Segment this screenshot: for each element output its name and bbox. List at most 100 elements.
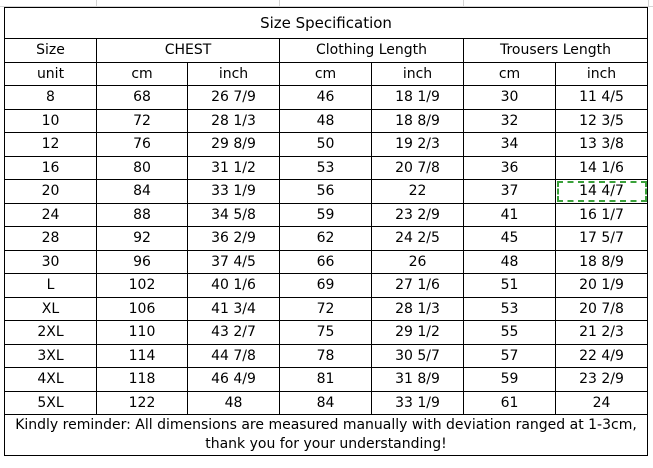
- value-cell[interactable]: 11 4/5: [555, 85, 648, 110]
- size-cell[interactable]: L: [4, 273, 97, 298]
- value-cell[interactable]: 14 1/6: [555, 155, 648, 180]
- value-cell[interactable]: 41: [463, 202, 556, 227]
- value-cell[interactable]: 12 3/5: [555, 108, 648, 133]
- value-cell[interactable]: 14 4/7: [555, 179, 648, 204]
- unit-cell[interactable]: cm: [96, 61, 188, 86]
- value-cell[interactable]: 23 2/9: [371, 202, 464, 227]
- value-cell[interactable]: 18 8/9: [371, 108, 464, 133]
- header-trousers-length[interactable]: Trousers Length: [463, 38, 648, 63]
- value-cell[interactable]: 22: [371, 179, 464, 204]
- value-cell[interactable]: 31 1/2: [187, 155, 280, 180]
- value-cell[interactable]: 48: [463, 249, 556, 274]
- unit-cell[interactable]: inch: [187, 61, 280, 86]
- value-cell[interactable]: 28 1/3: [371, 296, 464, 321]
- value-cell[interactable]: 20 1/9: [555, 273, 648, 298]
- value-cell[interactable]: 72: [96, 108, 188, 133]
- size-cell[interactable]: 30: [4, 249, 97, 274]
- value-cell[interactable]: 27 1/6: [371, 273, 464, 298]
- value-cell[interactable]: 30: [463, 85, 556, 110]
- value-cell[interactable]: 43 2/7: [187, 320, 280, 345]
- value-cell[interactable]: 53: [279, 155, 372, 180]
- size-cell[interactable]: 28: [4, 226, 97, 251]
- header-chest[interactable]: CHEST: [96, 38, 280, 63]
- value-cell[interactable]: 55: [463, 320, 556, 345]
- value-cell[interactable]: 80: [96, 155, 188, 180]
- value-cell[interactable]: 106: [96, 296, 188, 321]
- value-cell[interactable]: 28 1/3: [187, 108, 280, 133]
- header-size[interactable]: Size: [4, 38, 97, 63]
- value-cell[interactable]: 62: [279, 226, 372, 251]
- value-cell[interactable]: 46: [279, 85, 372, 110]
- value-cell[interactable]: 50: [279, 132, 372, 157]
- value-cell[interactable]: 41 3/4: [187, 296, 280, 321]
- value-cell[interactable]: 46 4/9: [187, 367, 280, 392]
- size-cell[interactable]: 5XL: [4, 390, 97, 415]
- value-cell[interactable]: 26: [371, 249, 464, 274]
- value-cell[interactable]: 36 2/9: [187, 226, 280, 251]
- value-cell[interactable]: 76: [96, 132, 188, 157]
- value-cell[interactable]: 78: [279, 343, 372, 368]
- size-cell[interactable]: 2XL: [4, 320, 97, 345]
- value-cell[interactable]: 48: [187, 390, 280, 415]
- size-cell[interactable]: 10: [4, 108, 97, 133]
- value-cell[interactable]: 102: [96, 273, 188, 298]
- value-cell[interactable]: 110: [96, 320, 188, 345]
- value-cell[interactable]: 16 1/7: [555, 202, 648, 227]
- value-cell[interactable]: 56: [279, 179, 372, 204]
- value-cell[interactable]: 59: [463, 367, 556, 392]
- value-cell[interactable]: 22 4/9: [555, 343, 648, 368]
- value-cell[interactable]: 37 4/5: [187, 249, 280, 274]
- value-cell[interactable]: 68: [96, 85, 188, 110]
- table-title[interactable]: Size Specification: [4, 7, 648, 39]
- value-cell[interactable]: 17 5/7: [555, 226, 648, 251]
- size-cell[interactable]: 12: [4, 132, 97, 157]
- value-cell[interactable]: 114: [96, 343, 188, 368]
- value-cell[interactable]: 34: [463, 132, 556, 157]
- value-cell[interactable]: 34 5/8: [187, 202, 280, 227]
- value-cell[interactable]: 18 8/9: [555, 249, 648, 274]
- value-cell[interactable]: 33 1/9: [187, 179, 280, 204]
- value-cell[interactable]: 21 2/3: [555, 320, 648, 345]
- value-cell[interactable]: 44 7/8: [187, 343, 280, 368]
- value-cell[interactable]: 51: [463, 273, 556, 298]
- unit-cell[interactable]: inch: [371, 61, 464, 86]
- size-cell[interactable]: 16: [4, 155, 97, 180]
- value-cell[interactable]: 29 8/9: [187, 132, 280, 157]
- value-cell[interactable]: 84: [279, 390, 372, 415]
- value-cell[interactable]: 88: [96, 202, 188, 227]
- value-cell[interactable]: 96: [96, 249, 188, 274]
- value-cell[interactable]: 20 7/8: [371, 155, 464, 180]
- value-cell[interactable]: 30 5/7: [371, 343, 464, 368]
- value-cell[interactable]: 66: [279, 249, 372, 274]
- value-cell[interactable]: 13 3/8: [555, 132, 648, 157]
- value-cell[interactable]: 81: [279, 367, 372, 392]
- value-cell[interactable]: 33 1/9: [371, 390, 464, 415]
- value-cell[interactable]: 32: [463, 108, 556, 133]
- value-cell[interactable]: 118: [96, 367, 188, 392]
- value-cell[interactable]: 45: [463, 226, 556, 251]
- size-cell[interactable]: 20: [4, 179, 97, 204]
- value-cell[interactable]: 69: [279, 273, 372, 298]
- size-cell[interactable]: 8: [4, 85, 97, 110]
- unit-cell[interactable]: inch: [555, 61, 648, 86]
- value-cell[interactable]: 57: [463, 343, 556, 368]
- unit-cell[interactable]: unit: [4, 61, 97, 86]
- header-clothing-length[interactable]: Clothing Length: [279, 38, 464, 63]
- size-cell[interactable]: 4XL: [4, 367, 97, 392]
- value-cell[interactable]: 18 1/9: [371, 85, 464, 110]
- value-cell[interactable]: 40 1/6: [187, 273, 280, 298]
- unit-cell[interactable]: cm: [279, 61, 372, 86]
- value-cell[interactable]: 23 2/9: [555, 367, 648, 392]
- value-cell[interactable]: 36: [463, 155, 556, 180]
- size-cell[interactable]: 3XL: [4, 343, 97, 368]
- value-cell[interactable]: 122: [96, 390, 188, 415]
- value-cell[interactable]: 29 1/2: [371, 320, 464, 345]
- value-cell[interactable]: 72: [279, 296, 372, 321]
- unit-cell[interactable]: cm: [463, 61, 556, 86]
- value-cell[interactable]: 75: [279, 320, 372, 345]
- size-cell[interactable]: XL: [4, 296, 97, 321]
- value-cell[interactable]: 26 7/9: [187, 85, 280, 110]
- value-cell[interactable]: 92: [96, 226, 188, 251]
- size-cell[interactable]: 24: [4, 202, 97, 227]
- reminder-note[interactable]: Kindly reminder: All dimensions are meas…: [4, 414, 648, 456]
